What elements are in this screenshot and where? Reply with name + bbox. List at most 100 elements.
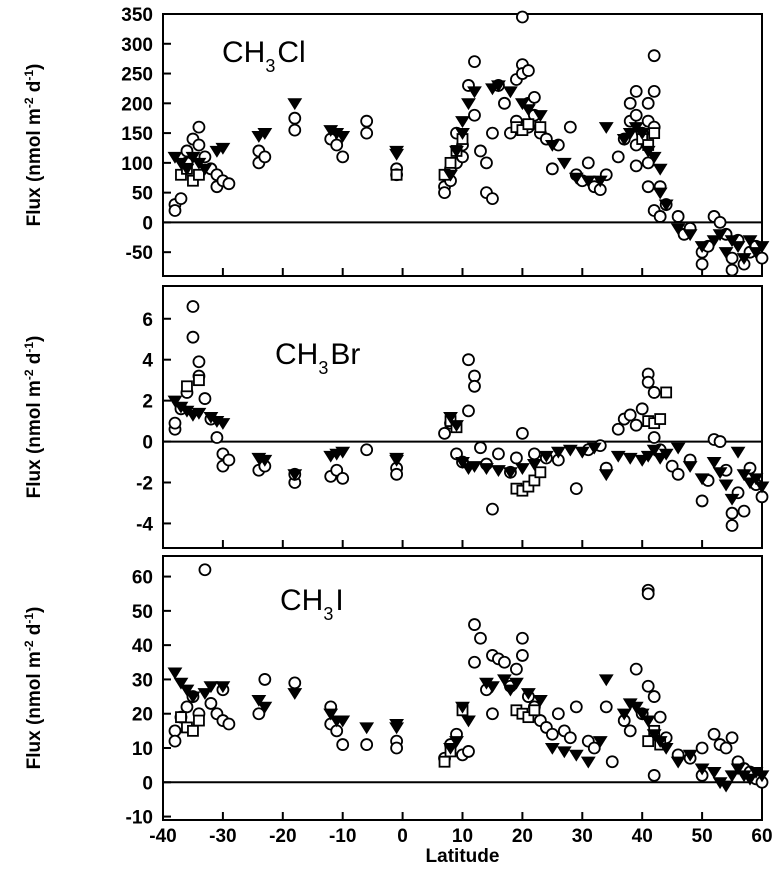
chart-panel-2: -4 -2 0 2 4 6 Flux (nmol m-2 d-1) CH3Br [22, 285, 770, 549]
y-tick-label: 200 [121, 94, 153, 115]
x-tick-label: 20 [512, 826, 533, 847]
data-point-triangle [503, 86, 518, 99]
data-point-triangle [694, 763, 710, 776]
data-point-triangle [467, 461, 482, 473]
data-point-triangle [491, 465, 506, 478]
data-point-circle [671, 210, 685, 223]
data-point-circle [510, 662, 523, 676]
data-point-circle [647, 690, 661, 703]
data-point-circle [498, 96, 511, 110]
data-point-circle [545, 162, 559, 176]
data-point-circle [468, 618, 481, 631]
data-point-circle [647, 49, 661, 63]
data-point-triangle [497, 674, 512, 687]
data-point-circle [204, 697, 218, 710]
data-point-triangle [682, 229, 698, 242]
data-point-circle [474, 144, 487, 158]
data-point-circle [653, 710, 667, 724]
data-point-triangle [203, 681, 219, 694]
data-point-triangle [622, 452, 638, 465]
data-point-circle [653, 210, 667, 223]
data-point-triangle [191, 157, 207, 170]
data-point-triangle [736, 253, 752, 265]
data-point-triangle [718, 479, 734, 492]
data-point-triangle [640, 145, 656, 158]
data-point-circle [330, 138, 344, 152]
data-point-triangle [455, 701, 470, 714]
data-point-circle [641, 375, 655, 389]
y-tick-label: 0 [142, 773, 153, 794]
data-point-triangle [748, 247, 764, 259]
data-point-triangle [634, 708, 650, 721]
y-tick-label: 40 [132, 636, 153, 657]
data-point-triangle [443, 742, 458, 755]
data-point-circle [492, 447, 505, 461]
data-point-circle [623, 96, 637, 110]
data-point-triangle [730, 763, 746, 776]
y-axis-label: Flux (nmol m-2 d-1) [22, 64, 45, 227]
data-point-triangle [509, 677, 524, 690]
data-point-circle [288, 676, 302, 690]
data-point-triangle [598, 122, 614, 134]
data-point-triangle [185, 151, 201, 164]
data-point-circle [569, 482, 583, 496]
data-point-circle [198, 563, 212, 577]
data-point-circle [336, 472, 350, 485]
data-point-triangle [694, 241, 710, 254]
data-point-circle [186, 300, 200, 313]
data-point-circle [192, 120, 206, 134]
data-point-triangle [503, 467, 518, 480]
data-point-square [648, 127, 661, 139]
data-point-circle [210, 431, 224, 444]
data-point-circle [252, 707, 266, 721]
x-tick-label: -40 [149, 826, 176, 847]
data-point-triangle [550, 446, 566, 459]
data-point-triangle [449, 420, 464, 432]
data-point-circle [647, 769, 661, 782]
data-point-triangle [215, 418, 231, 430]
x-tick-label: 10 [452, 826, 473, 847]
data-point-square [660, 386, 673, 399]
data-point-circle [192, 355, 206, 369]
data-point-triangle [724, 493, 740, 506]
data-point-circle [587, 741, 601, 755]
data-point-circle [336, 738, 350, 751]
y-tick-label: 0 [142, 433, 153, 454]
data-point-triangle [706, 766, 722, 779]
y-tick-label: 250 [121, 65, 153, 86]
data-point-circle [360, 114, 374, 128]
data-point-circle [360, 738, 374, 751]
data-point-triangle [736, 469, 752, 482]
data-point-triangle [287, 688, 303, 700]
data-point-square [187, 174, 199, 187]
data-point-triangle [556, 157, 572, 170]
data-point-circle [498, 655, 511, 669]
data-point-triangle [185, 691, 201, 704]
data-point-circle [486, 502, 499, 516]
data-point-triangle [724, 235, 740, 248]
data-point-circle [563, 731, 577, 745]
data-point-triangle [287, 98, 303, 111]
data-point-triangle [389, 148, 405, 161]
data-point-circle [641, 96, 655, 110]
data-point-circle [336, 150, 350, 164]
data-point-square [438, 755, 451, 768]
data-point-circle [168, 734, 182, 748]
data-point-circle [719, 741, 733, 755]
data-point-circle [258, 150, 272, 164]
data-point-circle [474, 441, 487, 455]
data-point-triangle [389, 718, 405, 731]
data-point-circle [629, 662, 643, 676]
data-point-triangle [532, 694, 548, 707]
data-point-triangle [616, 133, 632, 146]
data-point-triangle [646, 444, 662, 457]
data-point-square [534, 466, 547, 479]
data-point-circle [563, 120, 577, 134]
y-tick-label: 50 [132, 602, 153, 623]
data-point-triangle [682, 461, 698, 473]
data-point-triangle [215, 142, 231, 155]
data-point-circle [510, 451, 523, 465]
data-point-triangle [455, 456, 470, 469]
